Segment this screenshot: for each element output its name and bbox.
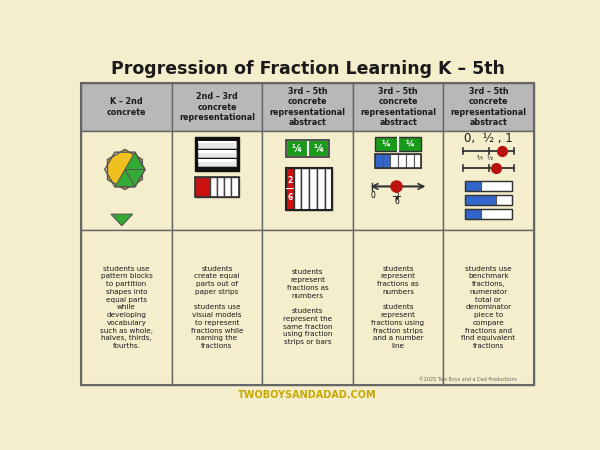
Bar: [309, 168, 317, 210]
Bar: [353, 83, 443, 131]
Bar: [465, 195, 512, 205]
Bar: [353, 131, 443, 230]
Bar: [232, 177, 239, 197]
Bar: [262, 131, 353, 230]
Bar: [195, 137, 239, 171]
Bar: [308, 140, 329, 157]
Bar: [293, 168, 301, 210]
Bar: [81, 83, 534, 385]
Bar: [481, 209, 512, 219]
Text: 6: 6: [394, 197, 399, 206]
Bar: [375, 154, 383, 168]
Polygon shape: [125, 170, 145, 187]
Bar: [465, 181, 512, 191]
Bar: [81, 131, 172, 230]
Bar: [375, 154, 421, 168]
Bar: [481, 181, 512, 191]
Text: 0,  ½ , 1: 0, ½ , 1: [464, 132, 513, 145]
Polygon shape: [125, 152, 145, 170]
Text: 3rd – 5th
concrete
representational
abstract: 3rd – 5th concrete representational abst…: [360, 87, 436, 127]
Text: 2
―
6: 2 ― 6: [286, 176, 293, 202]
Text: students
create equal
parts out of
paper strips

students use
visual models
to r: students create equal parts out of paper…: [191, 266, 243, 349]
Bar: [172, 83, 262, 131]
Bar: [224, 177, 232, 197]
Bar: [465, 209, 481, 219]
Text: ¼: ¼: [292, 144, 302, 154]
Bar: [443, 131, 534, 230]
Bar: [81, 230, 172, 385]
Text: Progression of Fraction Learning K – 5th: Progression of Fraction Learning K – 5th: [110, 60, 505, 78]
Bar: [301, 168, 309, 210]
Text: students
represent
fractions as
numbers

students
represent the
same fraction
us: students represent fractions as numbers …: [283, 270, 332, 345]
Bar: [325, 168, 332, 210]
Text: 2: 2: [394, 192, 399, 201]
Bar: [465, 209, 512, 219]
Bar: [172, 131, 262, 230]
Text: TWOBOYSANDADAD.COM: TWOBOYSANDADAD.COM: [238, 390, 377, 400]
Text: students use
pattern blocks
to partition
shapes into
equal parts
while
developin: students use pattern blocks to partition…: [100, 266, 153, 349]
Bar: [443, 83, 534, 131]
Bar: [398, 154, 406, 168]
Bar: [210, 177, 217, 197]
Text: 2nd – 3rd
concrete
representational: 2nd – 3rd concrete representational: [179, 92, 255, 122]
Polygon shape: [115, 170, 135, 187]
Text: students use
benchmark
fractions,
numerator
total or
denominator
piece to
compar: students use benchmark fractions, numera…: [461, 266, 515, 349]
Bar: [286, 140, 308, 157]
Text: ³⁄₇  ¹⁄₂: ³⁄₇ ¹⁄₂: [476, 157, 493, 162]
Bar: [353, 230, 443, 385]
Text: ¼: ¼: [313, 144, 323, 154]
Text: students
represent
fractions as
numbers

students
represent
fractions using
frac: students represent fractions as numbers …: [371, 266, 425, 349]
Bar: [172, 230, 262, 385]
Bar: [465, 181, 481, 191]
Bar: [465, 195, 496, 205]
Bar: [390, 154, 398, 168]
Polygon shape: [111, 214, 133, 226]
Bar: [286, 140, 329, 157]
Polygon shape: [107, 149, 142, 189]
Text: 3rd – 5th
concrete
representational
abstract: 3rd – 5th concrete representational abst…: [269, 87, 346, 127]
Bar: [262, 230, 353, 385]
Text: ¼: ¼: [382, 140, 391, 148]
Text: ¼: ¼: [405, 140, 414, 148]
Text: K – 2nd
concrete: K – 2nd concrete: [107, 98, 146, 117]
Bar: [199, 150, 236, 153]
Bar: [199, 150, 236, 157]
Bar: [195, 177, 210, 197]
Text: 3rd – 5th
concrete
representational
abstract: 3rd – 5th concrete representational abst…: [451, 87, 527, 127]
Bar: [199, 159, 236, 162]
Bar: [81, 83, 172, 131]
Bar: [317, 168, 325, 210]
Bar: [406, 154, 413, 168]
Bar: [262, 83, 353, 131]
Text: ©2025 Two Boys and a Dad Productions: ©2025 Two Boys and a Dad Productions: [419, 376, 517, 382]
Bar: [443, 230, 534, 385]
Text: 0: 0: [370, 191, 375, 200]
Bar: [199, 159, 236, 166]
Bar: [217, 177, 224, 197]
Bar: [413, 154, 421, 168]
Bar: [195, 177, 239, 197]
Bar: [286, 168, 332, 210]
Bar: [199, 141, 236, 143]
Bar: [383, 154, 390, 168]
Bar: [375, 137, 421, 151]
Bar: [496, 195, 512, 205]
Bar: [286, 168, 293, 210]
Bar: [199, 141, 236, 148]
